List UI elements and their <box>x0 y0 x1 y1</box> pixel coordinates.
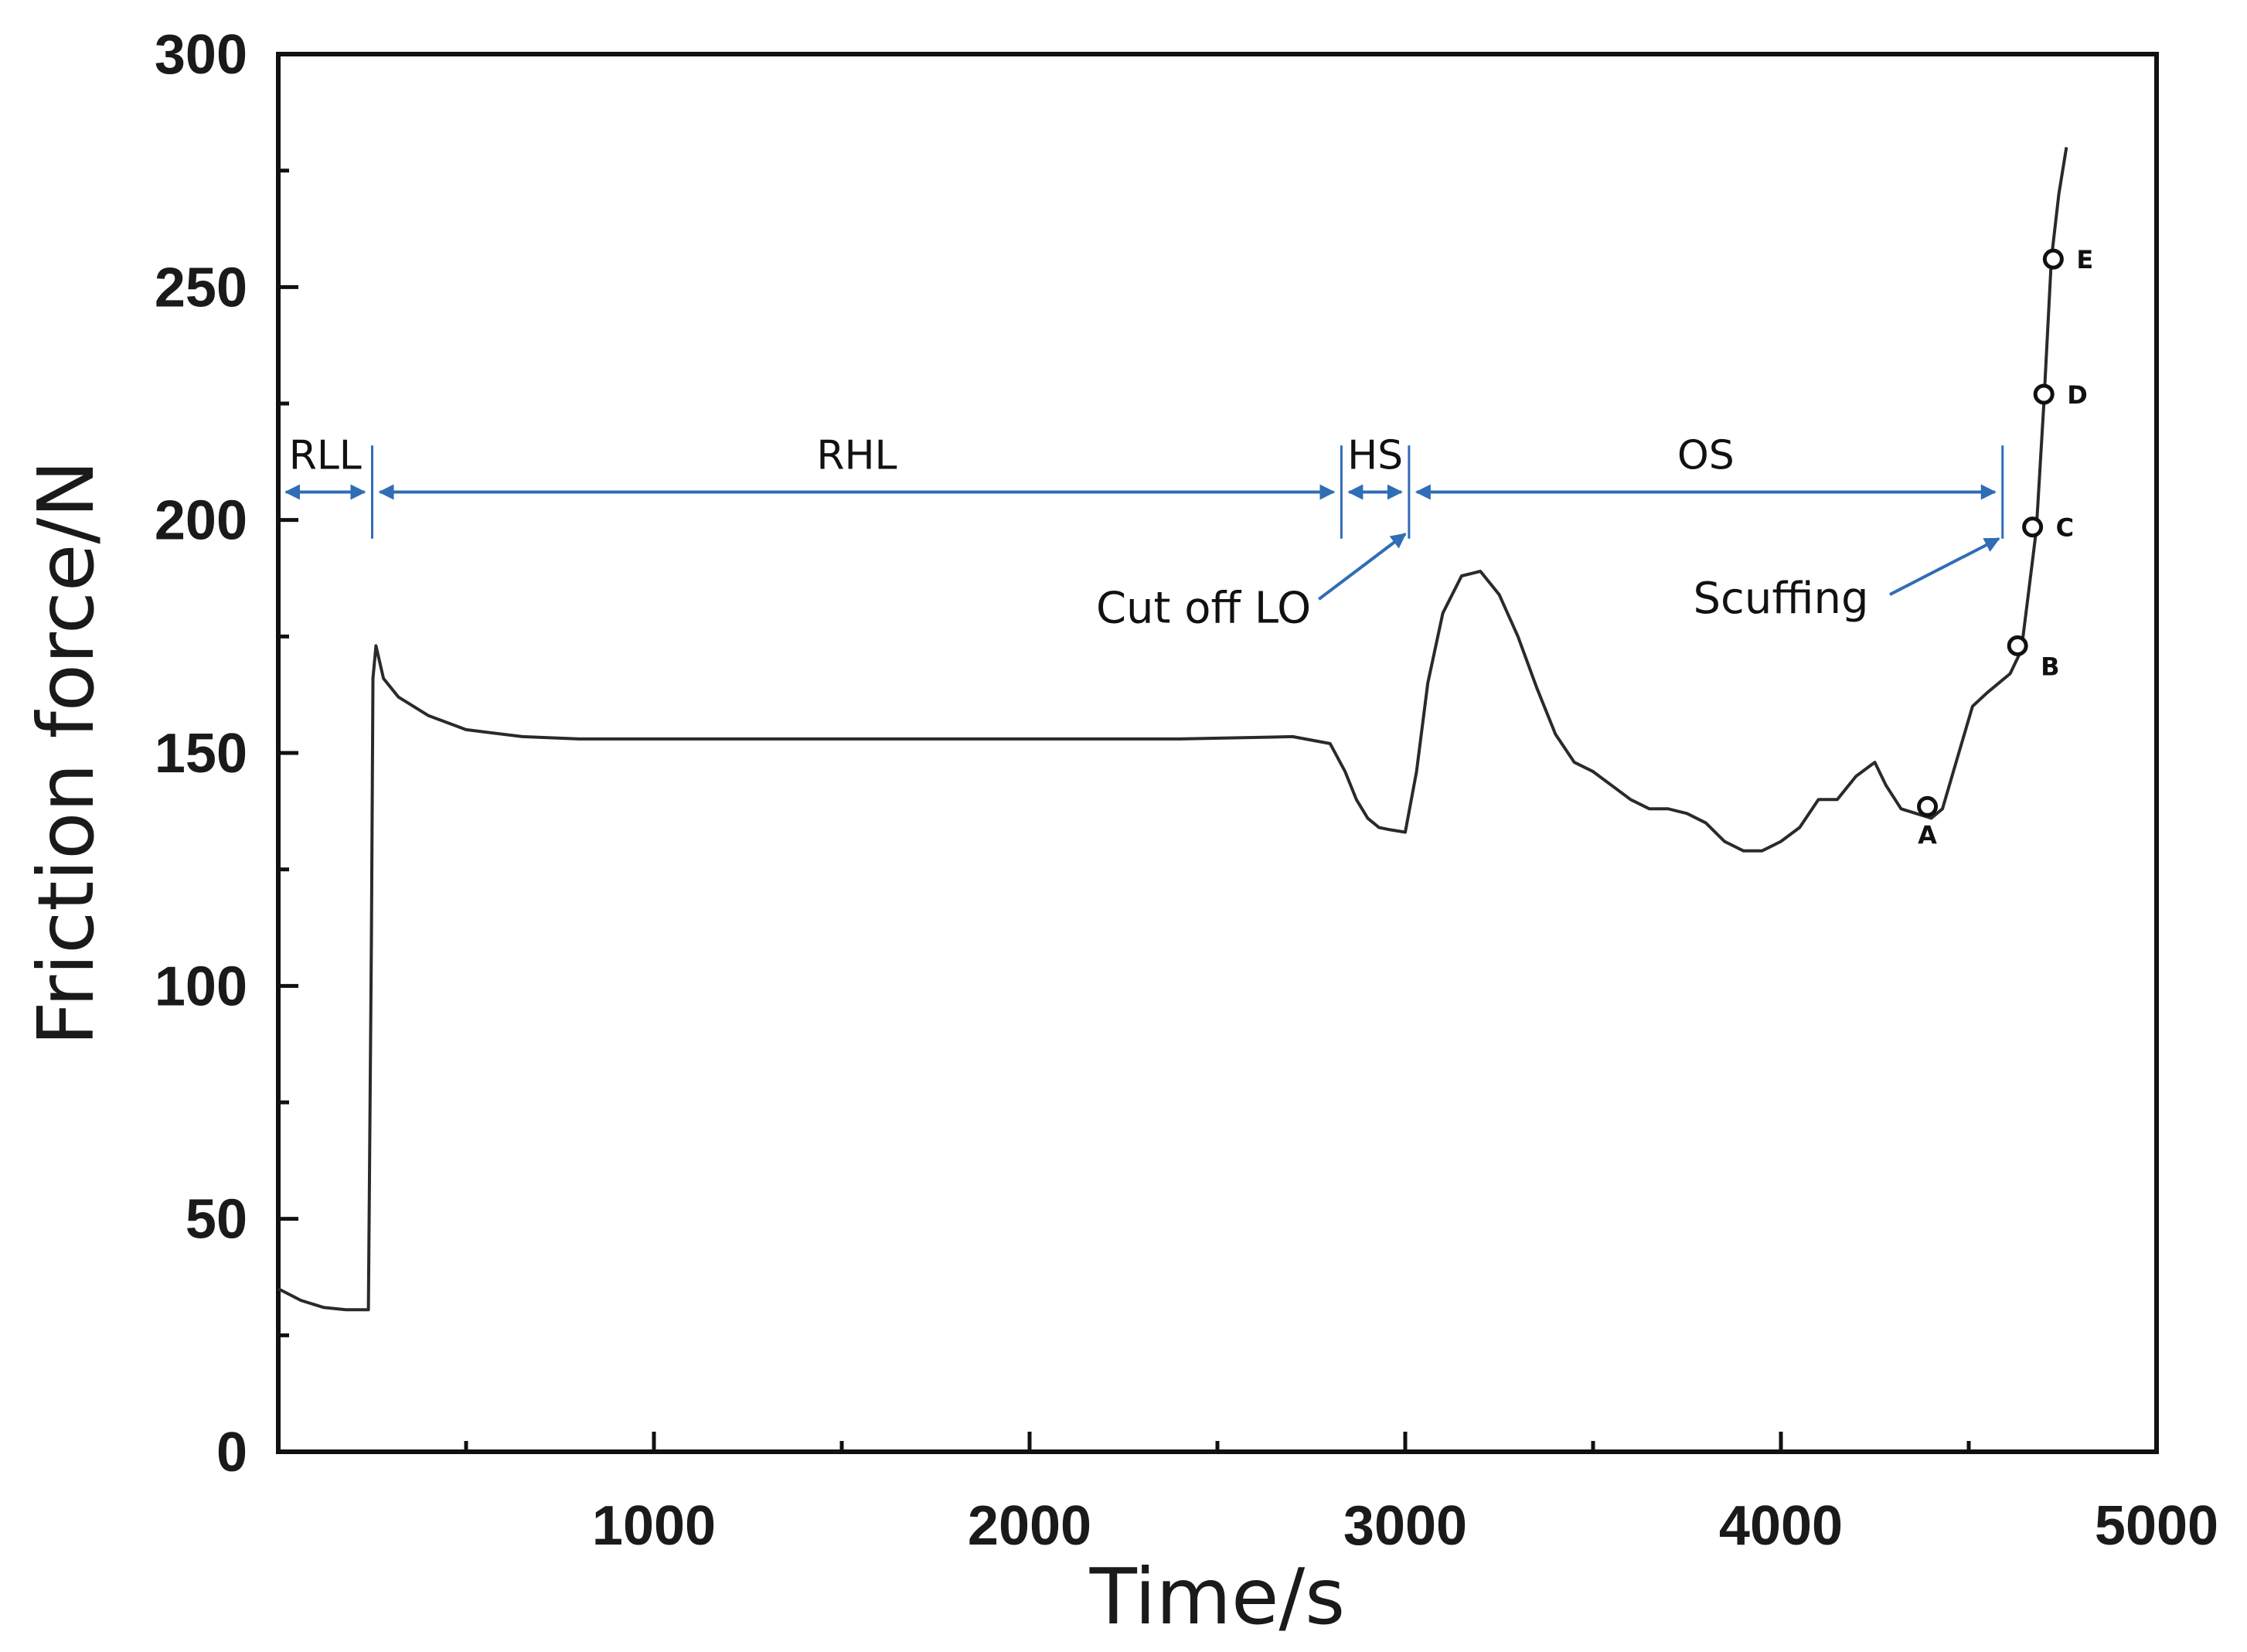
annotation-arrow <box>1318 533 1407 601</box>
phase-annotations: RLL RHL HS OS <box>284 432 2004 539</box>
callout-annotations: Cut off LO Scuffing <box>1096 533 2000 633</box>
y-tick-label: 250 <box>155 257 247 318</box>
x-tick-label: 5000 <box>2095 1495 2218 1557</box>
tick-labels: 1000 2000 3000 4000 5000 0 50 100 150 200 250 300 <box>155 24 2218 1557</box>
point-label: C <box>2056 513 2074 543</box>
y-axis-title: Friction force/N <box>21 460 111 1046</box>
phase-label: RHL <box>816 432 897 479</box>
plot-frame <box>276 52 2159 1454</box>
point-marker <box>2042 248 2064 270</box>
point-marker <box>2007 635 2028 656</box>
phase-label: OS <box>1677 432 1735 479</box>
point-marker <box>2022 516 2044 538</box>
x-axis-title: Time/s <box>1089 1552 1346 1642</box>
y-tick-label: 0 <box>216 1422 247 1483</box>
y-tick-label: 300 <box>155 24 247 86</box>
scuffing-label: Scuffing <box>1693 574 1868 624</box>
point-marker <box>2033 383 2055 405</box>
axis-ticks <box>278 52 2159 1454</box>
phase-label: HS <box>1347 432 1403 479</box>
x-tick-label: 4000 <box>1719 1495 1843 1557</box>
marked-points: A B C D E <box>1917 245 2093 850</box>
friction-force-line <box>277 147 2068 1312</box>
y-tick-label: 200 <box>155 490 247 552</box>
x-tick-label: 3000 <box>1343 1495 1467 1557</box>
y-tick-label: 150 <box>155 723 247 785</box>
point-label: B <box>2041 652 2059 681</box>
point-label: D <box>2067 380 2088 410</box>
y-tick-label: 100 <box>155 955 247 1017</box>
y-tick-label: 50 <box>186 1189 247 1251</box>
point-label: E <box>2076 245 2093 274</box>
x-tick-label: 1000 <box>592 1495 716 1557</box>
annotation-arrow <box>1889 536 2000 596</box>
phase-label: RLL <box>289 432 362 479</box>
cut-off-lo-label: Cut off LO <box>1096 583 1311 633</box>
x-tick-label: 2000 <box>968 1495 1091 1557</box>
point-label: A <box>1918 820 1937 850</box>
point-marker <box>1917 795 1939 817</box>
